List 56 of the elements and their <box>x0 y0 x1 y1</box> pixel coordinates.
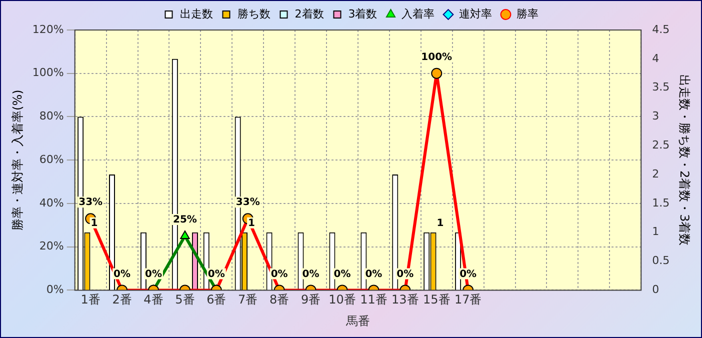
y2-tick-label: 0 <box>652 283 660 296</box>
x-tick-label: 10番 <box>328 292 356 307</box>
data-label: 1 <box>436 218 444 229</box>
x-tick-label: 4番 <box>144 292 164 307</box>
data-label: 25% <box>172 214 197 226</box>
data-label: 0% <box>365 268 382 280</box>
legend-label: 2着数 <box>294 7 324 20</box>
y-axis-title: 勝率・連対率・入着率(%) <box>10 90 24 230</box>
data-label: 0% <box>334 268 351 280</box>
x-tick-label: 9番 <box>300 292 321 307</box>
legend-label: 出走数 <box>180 7 213 20</box>
y-tick-label: 0% <box>46 283 64 296</box>
x-tick-label: 2番 <box>112 292 132 307</box>
y2-tick-label: 3.5 <box>652 80 670 94</box>
y2-tick-label: 4.5 <box>652 22 670 36</box>
legend-label: 勝ち数 <box>237 7 270 20</box>
x-axis-title: 馬番 <box>344 314 370 328</box>
data-label: 0% <box>114 268 131 280</box>
data-label: 1 <box>90 218 98 229</box>
data-label: 0% <box>460 268 477 280</box>
y2-tick-label: 3 <box>652 110 660 123</box>
data-label: 0% <box>396 268 414 280</box>
legend-label: 3着数 <box>348 7 378 20</box>
y2-tick-label: 1 <box>652 225 660 238</box>
x-tick-label: 8番 <box>270 292 290 307</box>
y-tick-label: 120% <box>32 22 64 36</box>
y-tick-label: 80% <box>39 110 64 123</box>
x-tick-label: 15番 <box>422 292 450 307</box>
legend-label: 入着率 <box>402 7 435 20</box>
data-label: 33% <box>78 197 103 208</box>
data-label: 33% <box>236 197 260 208</box>
y2-tick-label: 0.5 <box>652 254 670 268</box>
data-label: 0% <box>302 268 320 280</box>
y2-tick-label: 4 <box>652 52 660 65</box>
y2-tick-label: 1.5 <box>652 196 670 210</box>
x-tick-label: 7番 <box>238 292 258 307</box>
y2-tick-label: 2 <box>652 167 660 180</box>
data-label: 0% <box>145 268 162 280</box>
data-label: 100% <box>421 52 452 63</box>
data-label: 1 <box>248 218 256 229</box>
x-tick-label: 17番 <box>454 292 482 307</box>
x-tick-label: 1番 <box>80 292 100 307</box>
x-tick-label: 13番 <box>392 292 419 307</box>
y-tick-label: 60% <box>39 152 64 166</box>
legend-label: 連対率 <box>459 7 492 20</box>
y-tick-label: 100% <box>32 66 64 80</box>
x-tick-label: 11番 <box>360 292 388 307</box>
data-label: 0% <box>270 268 288 280</box>
x-tick-label: 6番 <box>206 292 226 307</box>
legend-label: 勝率 <box>516 7 539 20</box>
y2-tick-label: 2.5 <box>652 138 670 152</box>
y-tick-label: 40% <box>39 196 64 210</box>
y-tick-label: 20% <box>39 240 64 253</box>
data-label: 0% <box>208 268 225 280</box>
y2-axis-title: 出走数・勝ち数・2着数・3着数 <box>678 74 692 246</box>
x-tick-label: 5番 <box>175 292 195 307</box>
